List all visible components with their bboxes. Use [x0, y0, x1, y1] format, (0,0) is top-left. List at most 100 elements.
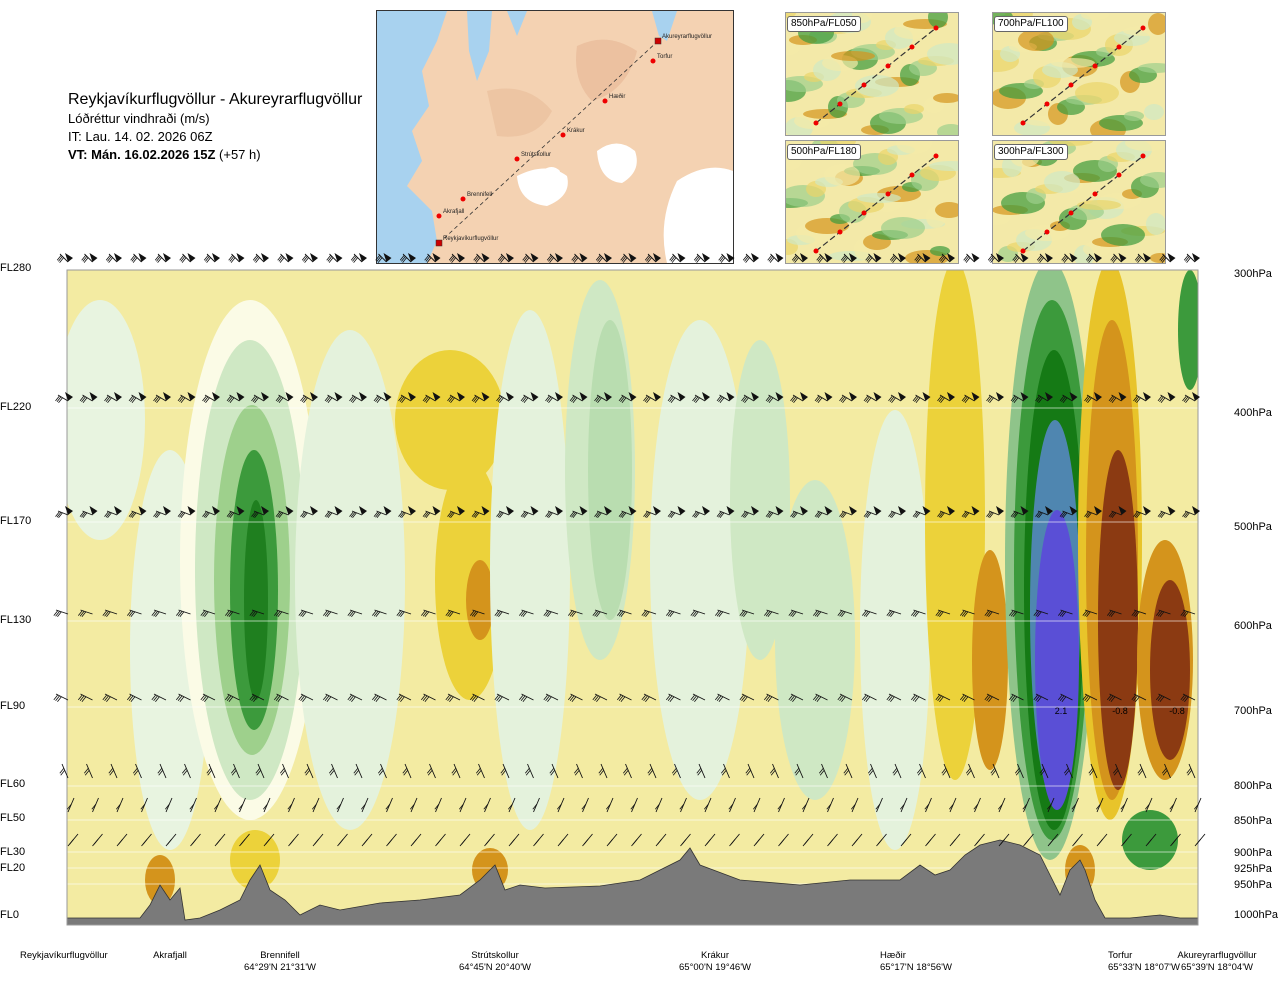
wind-barb-flag — [261, 253, 269, 262]
wind-barb-feather — [792, 611, 797, 618]
wind-barb-staff — [962, 609, 975, 615]
wind-barb-feather — [866, 397, 872, 403]
y-right-tick: 500hPa — [1234, 521, 1272, 533]
wind-barb-feather — [692, 695, 697, 702]
wind-barb-feather — [277, 396, 282, 403]
wind-barb-feather — [620, 696, 626, 702]
wind-barb-feather — [818, 767, 824, 774]
wind-barb-feather — [716, 610, 722, 617]
wind-barb-feather — [1010, 511, 1016, 517]
wind-barb-feather — [844, 770, 850, 776]
wind-barb-flag — [1118, 392, 1127, 401]
wind-barb-feather — [866, 256, 872, 262]
wind-barb-staff — [547, 394, 559, 402]
wind-barb-feather — [719, 512, 725, 519]
wind-barb-staff — [423, 609, 436, 615]
wind-barb-feather — [82, 512, 88, 519]
wind-barb-feather — [917, 770, 923, 776]
wind-barb-staff — [986, 693, 1000, 701]
wind-barb-feather — [352, 256, 357, 262]
wind-barb-feather — [1000, 839, 1005, 845]
wind-barb-feather — [1059, 610, 1065, 617]
wind-barb-staff — [302, 510, 314, 516]
wind-barb-feather — [991, 770, 997, 776]
wind-barb-feather — [507, 804, 513, 810]
wind-barb-feather — [768, 256, 774, 262]
wind-barb-feather — [175, 610, 181, 616]
wind-barb-feather — [1131, 610, 1137, 616]
wind-barb-feather — [1024, 839, 1030, 845]
wind-barb-flag — [481, 506, 490, 515]
wind-barb-feather — [228, 396, 233, 403]
wind-barb-feather — [888, 610, 893, 617]
wind-barb-feather — [594, 511, 599, 517]
wind-barb-feather — [398, 610, 403, 617]
wind-barb-feather — [814, 395, 820, 402]
wind-barb-feather — [1013, 256, 1019, 262]
wind-barb-staff — [815, 609, 828, 615]
wind-barb-staff — [1060, 609, 1073, 615]
wind-barb-feather — [179, 254, 185, 261]
wind-barb-feather — [839, 695, 844, 702]
thumb-700hpa-label: 700hPa/FL100 — [994, 16, 1068, 32]
wind-barb-feather — [448, 396, 454, 403]
wind-barb-flag — [1143, 392, 1151, 401]
wind-barb-feather — [425, 256, 431, 262]
wind-barb-flag — [163, 253, 171, 262]
wind-barb-feather — [765, 395, 771, 402]
wind-barb-feather — [892, 257, 897, 263]
wind-barb-feather — [228, 611, 234, 618]
wind-barb-feather — [118, 839, 123, 845]
wind-barb-staff — [1037, 510, 1049, 516]
thumb-field-patch — [1077, 200, 1121, 210]
wind-barb-feather — [842, 512, 847, 519]
wind-barb-staff — [619, 693, 632, 701]
wind-barb-feather — [424, 254, 430, 261]
wind-barb-feather — [865, 696, 871, 702]
wind-barb-feather — [140, 804, 146, 810]
wind-barb-feather — [916, 257, 922, 263]
wind-barb-feather — [1057, 694, 1063, 701]
wind-barb-feather — [902, 839, 907, 845]
wind-barb-feather — [1159, 696, 1165, 702]
wind-barb-flag — [702, 506, 710, 515]
wind-barb-feather — [739, 610, 745, 616]
wind-barb-feather — [131, 397, 137, 403]
wind-barb-feather — [768, 397, 774, 403]
y-left-tick: FL130 — [0, 614, 32, 626]
wind-barb-flag — [751, 506, 759, 515]
wind-barb-feather — [1182, 395, 1187, 402]
wind-barb-flag — [236, 392, 245, 401]
wind-barb-feather — [1184, 611, 1189, 618]
wind-barb-feather — [975, 839, 981, 845]
wind-barb-feather — [865, 511, 870, 518]
wind-barb-feather — [353, 767, 359, 774]
wind-barb-feather — [130, 696, 136, 702]
wind-barb-feather — [473, 254, 479, 261]
wind-barb-feather — [597, 512, 602, 519]
wind-barb-feather — [277, 611, 283, 618]
wind-barb-feather — [926, 839, 932, 845]
wind-barb-flag — [457, 253, 465, 262]
wind-barb-staff — [621, 394, 632, 402]
y-left-tick: FL220 — [0, 401, 32, 413]
wind-barb-staff — [180, 394, 191, 402]
wind-barb-feather — [595, 396, 601, 403]
wind-barb-feather — [1135, 611, 1140, 618]
wind-barb-flag — [1069, 253, 1078, 262]
wind-barb-feather — [450, 512, 455, 519]
wind-barb-feather — [915, 256, 921, 262]
wind-barb-feather — [963, 254, 969, 261]
wind-barb-feather — [569, 511, 575, 517]
wind-barb-feather — [251, 395, 256, 402]
wind-barb-feather — [608, 839, 613, 845]
wind-barb-feather — [179, 696, 185, 702]
wind-barb-feather — [287, 804, 293, 810]
wind-barb-feather — [863, 395, 869, 402]
wind-barb-staff — [890, 394, 902, 402]
wind-barb-feather — [153, 695, 158, 702]
thumb-route-point — [1044, 101, 1050, 107]
wind-barb-staff — [82, 394, 93, 402]
x-point-haedir: Hæðir 65°17'N 18°56'W — [880, 950, 990, 974]
wind-barb-feather — [1184, 696, 1189, 702]
